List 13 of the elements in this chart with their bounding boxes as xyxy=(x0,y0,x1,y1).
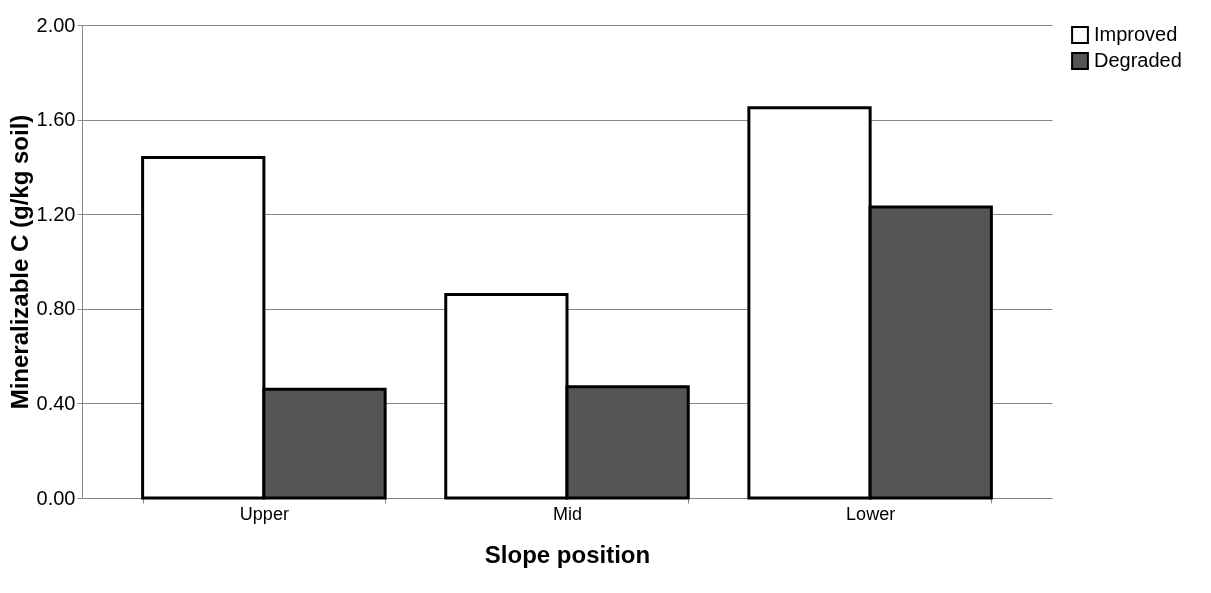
x-tick-label: Mid xyxy=(552,503,583,524)
y-tick-label: 1.60 xyxy=(36,108,76,131)
y-tick-label: 1.20 xyxy=(36,202,76,225)
y-tick-label: 2.00 xyxy=(36,13,76,36)
x-tick-label: Upper xyxy=(239,503,289,524)
x-axis-title: Slope position xyxy=(484,540,651,568)
y-axis-title: Mineralizable C (g/kg soil) xyxy=(5,114,33,410)
x-tick-label: Lower xyxy=(846,503,896,524)
y-tick-label: 0.40 xyxy=(36,391,76,414)
y-tick-label: 0.00 xyxy=(36,486,76,509)
legend-label: Improved xyxy=(1094,23,1178,45)
y-tick-label: 0.80 xyxy=(36,297,76,320)
legend-label: Degraded xyxy=(1094,49,1182,71)
